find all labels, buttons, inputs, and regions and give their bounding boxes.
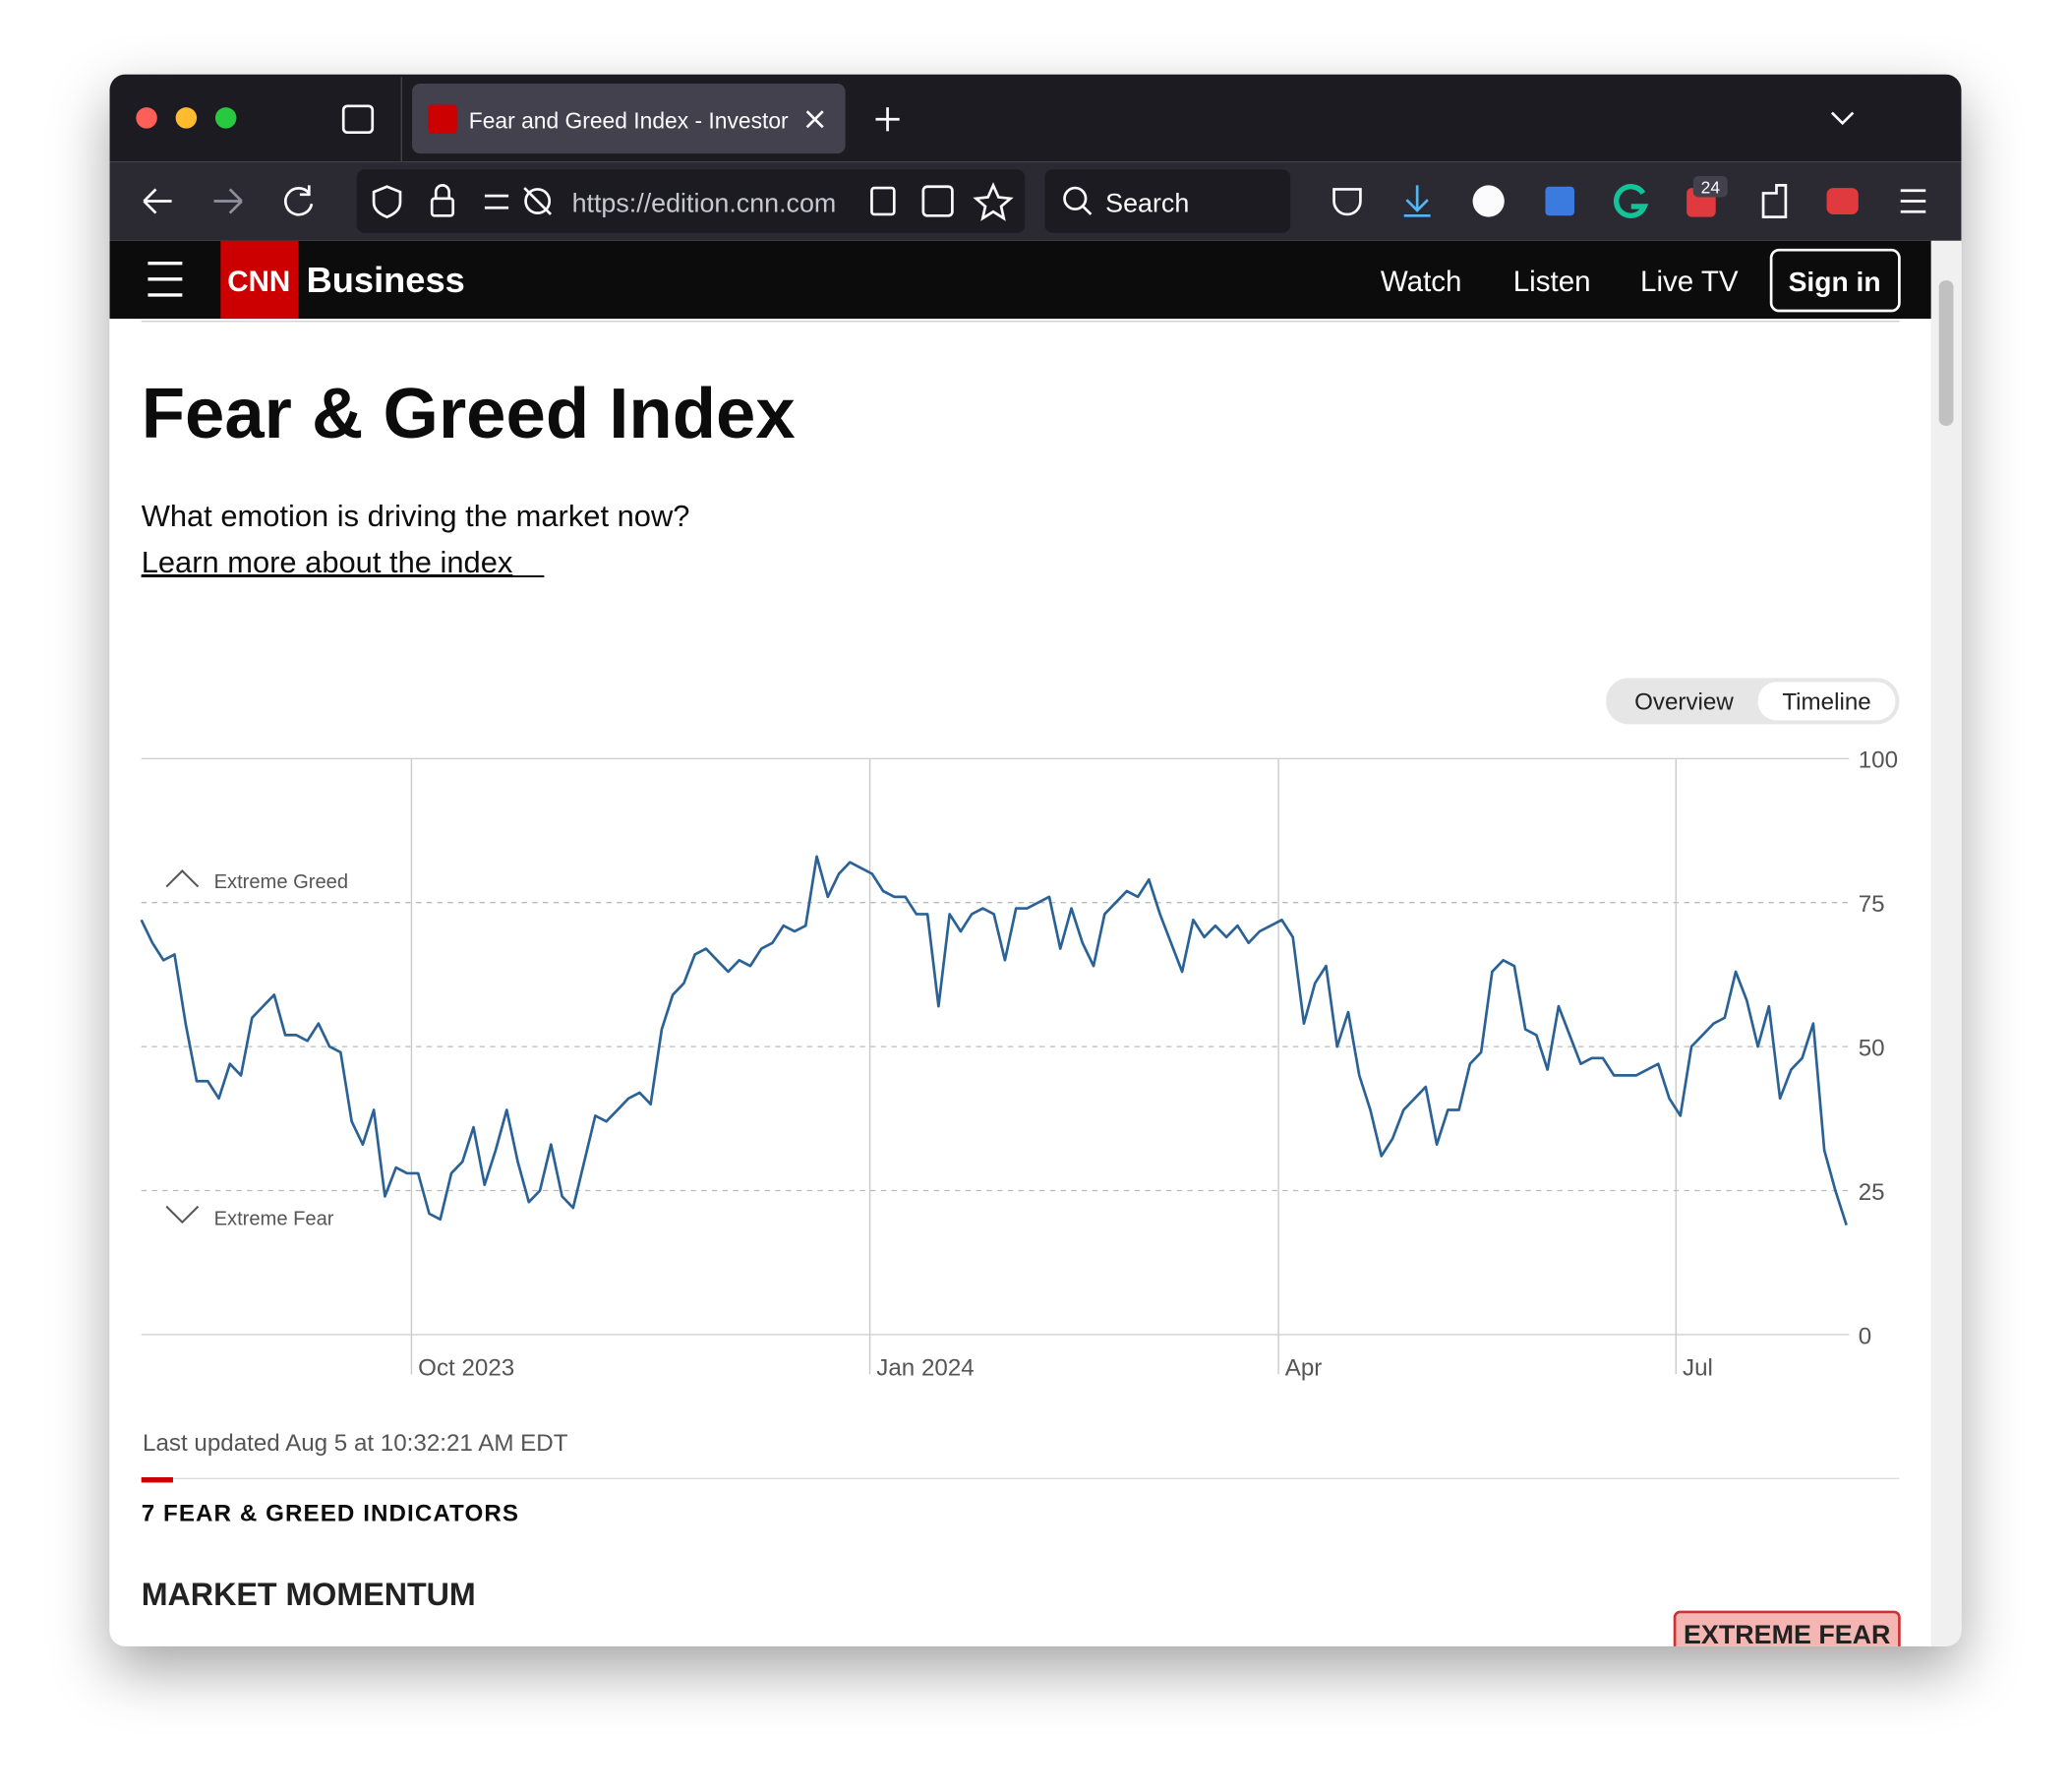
shield-icon[interactable] bbox=[372, 185, 402, 219]
chart: 0 25 50 75 100 Oct 2023 Jan 2024 Apr Jul Extreme … bbox=[140, 747, 1898, 1382]
badge-bg bbox=[1692, 176, 1728, 198]
minimize-button[interactable] bbox=[175, 107, 198, 129]
nav-link[interactable]: Live TV bbox=[1640, 266, 1739, 298]
sign-in-button[interactable] bbox=[1769, 248, 1901, 313]
pocket-icon[interactable] bbox=[1332, 188, 1362, 216]
section-accent bbox=[141, 1476, 173, 1483]
translate-icon[interactable] bbox=[921, 185, 954, 217]
permissions-icon[interactable] bbox=[484, 194, 509, 209]
url-bar[interactable] bbox=[356, 169, 1026, 233]
x-tick-label: Jan 2024 bbox=[876, 1355, 974, 1382]
scrollbar-track bbox=[1930, 240, 1962, 1646]
rating-badge bbox=[1673, 1610, 1901, 1646]
back-button[interactable] bbox=[143, 188, 172, 214]
title-bar bbox=[109, 74, 1962, 162]
annotation: Extreme Fear bbox=[214, 1208, 334, 1229]
zoom-button[interactable] bbox=[214, 107, 237, 129]
site-nav bbox=[109, 240, 1932, 320]
extension-video[interactable] bbox=[1826, 188, 1859, 214]
lock-shackle bbox=[434, 184, 451, 199]
reload-button[interactable] bbox=[283, 185, 314, 216]
tab-favicon bbox=[428, 104, 457, 135]
window-content: Fear and Greed Index - Investor https://… bbox=[109, 74, 1962, 1649]
cnn-logo[interactable] bbox=[220, 240, 299, 320]
new-tab[interactable] bbox=[875, 107, 900, 132]
tab-close[interactable] bbox=[805, 110, 824, 129]
app-menu[interactable] bbox=[1900, 189, 1926, 213]
nav-link[interactable]: Listen bbox=[1513, 266, 1591, 298]
x-tick-label: Jul bbox=[1683, 1355, 1713, 1382]
tab-overflow[interactable] bbox=[1830, 111, 1855, 126]
indicator-title: MARKET MOMENTUM bbox=[142, 1577, 476, 1612]
extension-t[interactable] bbox=[1472, 185, 1505, 217]
toggle-overview[interactable]: Overview bbox=[1634, 689, 1734, 716]
y-tick-label: 50 bbox=[1859, 1036, 1885, 1062]
section-label: 7 FEAR & GREED INDICATORS bbox=[142, 1500, 519, 1526]
toggle-selected bbox=[1757, 682, 1896, 721]
learn-more-link[interactable]: Learn more about the index bbox=[142, 545, 513, 579]
toggle-timeline[interactable]: Timeline bbox=[1782, 689, 1870, 716]
fear-chevron bbox=[165, 1205, 200, 1225]
forward-button[interactable] bbox=[213, 188, 243, 214]
tab-title: Fear and Greed Index - Investor bbox=[469, 108, 789, 134]
y-tick-label: 100 bbox=[1859, 747, 1898, 774]
y-tick-label: 25 bbox=[1859, 1179, 1885, 1206]
close-button[interactable] bbox=[136, 107, 157, 129]
search-icon bbox=[1063, 186, 1088, 210]
x-tick-label: Apr bbox=[1285, 1355, 1323, 1382]
last-updated: Last updated Aug 5 at 10:32:21 AM EDT bbox=[143, 1430, 568, 1457]
tracking-slash bbox=[523, 187, 553, 215]
y-tick-label: 75 bbox=[1859, 891, 1885, 918]
brand[interactable]: Business bbox=[307, 260, 465, 300]
search-icon-handle bbox=[1082, 205, 1093, 215]
rating-label: EXTREME FEAR bbox=[1684, 1620, 1890, 1649]
active-tab[interactable] bbox=[412, 83, 846, 154]
tab-list-icon[interactable] bbox=[341, 104, 375, 135]
reader-icon[interactable] bbox=[870, 186, 896, 216]
subtitle: What emotion is driving the market now? bbox=[142, 499, 690, 533]
search-placeholder[interactable]: Search bbox=[1105, 188, 1189, 217]
nav-link[interactable]: Watch bbox=[1381, 266, 1462, 298]
y-tick-label: 0 bbox=[1859, 1323, 1871, 1349]
x-tick-label: Oct 2023 bbox=[418, 1355, 514, 1382]
search-box[interactable] bbox=[1044, 169, 1291, 233]
annotation: Extreme Greed bbox=[214, 871, 348, 893]
extension-translate[interactable] bbox=[1545, 186, 1574, 216]
page-title: Fear & Greed Index bbox=[142, 374, 796, 453]
hamburger[interactable] bbox=[148, 261, 183, 297]
extension-grammarly[interactable] bbox=[1613, 184, 1649, 218]
extension-badge: 24 bbox=[1701, 177, 1721, 197]
index-line bbox=[140, 855, 1848, 1226]
greed-chevron bbox=[165, 869, 200, 888]
downloads-icon[interactable] bbox=[1403, 185, 1431, 217]
window bbox=[109, 74, 1962, 1646]
sign-in-label: Sign in bbox=[1789, 266, 1881, 297]
scrollbar-thumb[interactable] bbox=[1938, 280, 1954, 426]
bookmark-icon[interactable] bbox=[973, 182, 1014, 221]
tracking-icon[interactable] bbox=[524, 188, 552, 214]
extensions-icon[interactable] bbox=[1761, 184, 1788, 218]
lock-icon[interactable] bbox=[430, 197, 455, 217]
url-text[interactable]: https://edition.cnn.com bbox=[572, 188, 837, 217]
cnn-logo-text: CNN bbox=[227, 266, 290, 298]
